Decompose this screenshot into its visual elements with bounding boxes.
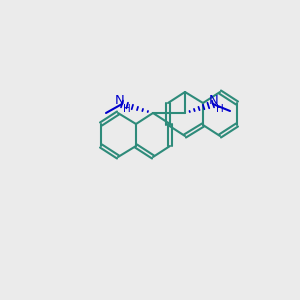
- Text: N: N: [115, 94, 125, 107]
- Text: H: H: [216, 104, 224, 114]
- Text: H: H: [123, 104, 131, 114]
- Text: N: N: [209, 94, 219, 107]
